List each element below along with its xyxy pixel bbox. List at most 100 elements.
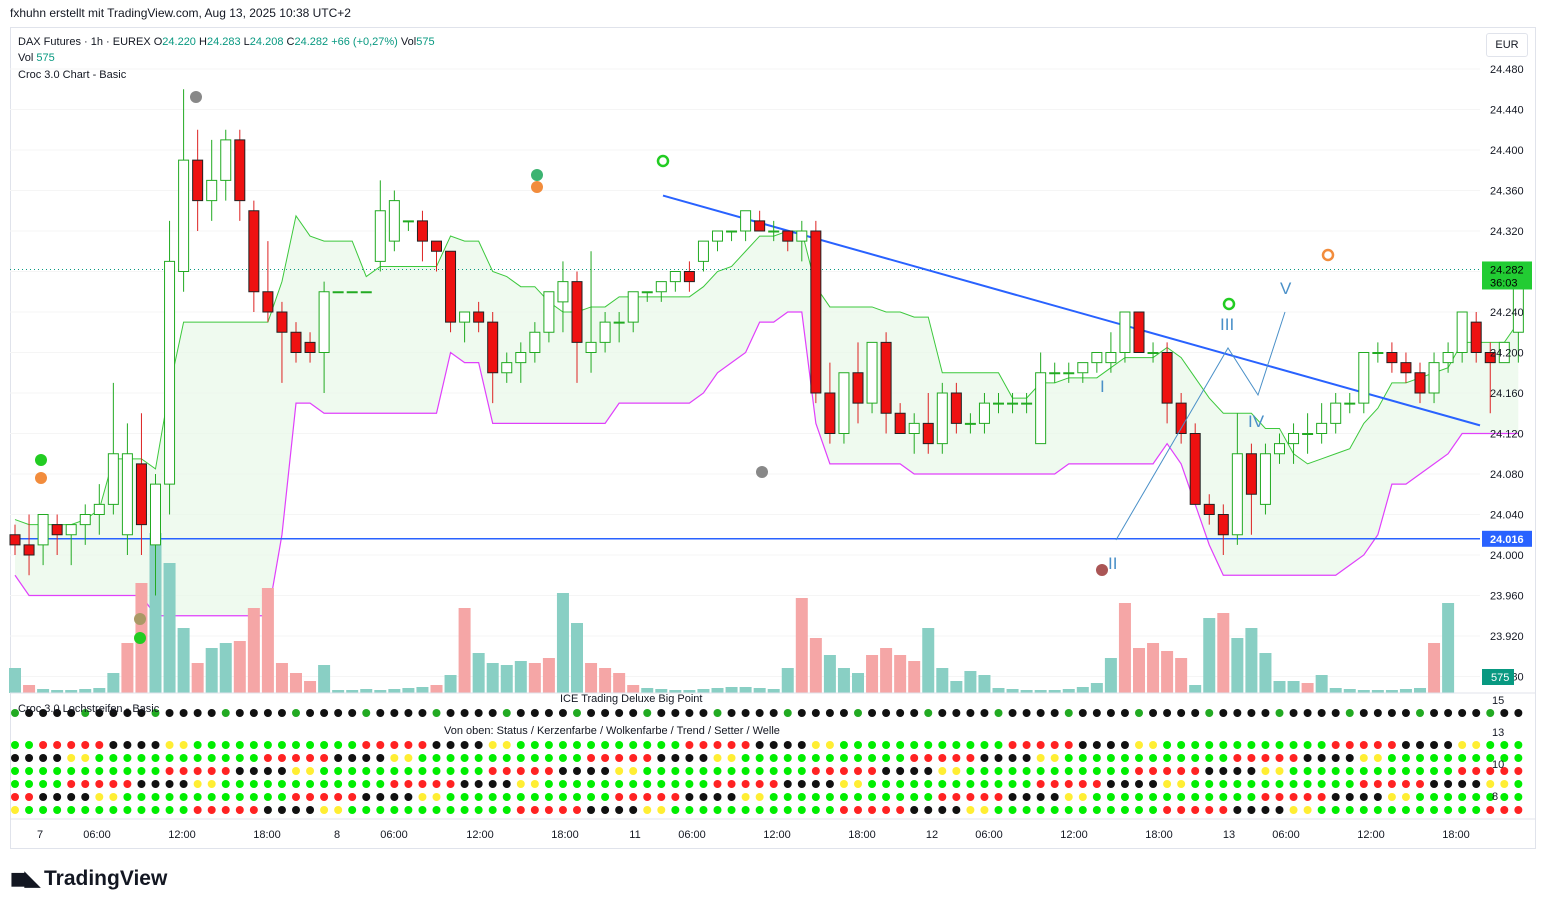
candle-body <box>431 240 442 252</box>
candle <box>121 423 133 555</box>
candle-body <box>1049 372 1061 375</box>
indicator-dot <box>81 741 90 749</box>
indicator-dot <box>11 806 19 814</box>
indicator-dot <box>601 741 610 749</box>
volume-bar <box>332 690 345 693</box>
indicator-dot <box>123 754 132 762</box>
indicator-dot <box>671 767 680 775</box>
indicator-dot <box>755 793 764 801</box>
indicator-dot <box>615 767 624 775</box>
indicator-dot <box>320 709 329 717</box>
volume-bar <box>542 658 555 693</box>
indicator-dot <box>1401 793 1410 801</box>
candle <box>515 342 527 383</box>
volume-bar <box>107 673 120 693</box>
candle-body <box>23 544 35 556</box>
candle-body <box>1175 402 1187 434</box>
time-tick: 12:00 <box>1357 829 1385 841</box>
indicator-dot <box>1373 793 1382 801</box>
indicator-dot <box>474 780 483 788</box>
candle-body <box>1063 372 1075 375</box>
indicator-dot <box>221 741 230 749</box>
indicator-dot <box>179 806 188 814</box>
indicator-dot <box>151 709 160 717</box>
indicator-dot <box>1092 780 1101 788</box>
indicator-dot <box>643 806 652 814</box>
candle-body <box>1105 352 1117 364</box>
indicator-dot <box>938 709 947 717</box>
indicator-dot <box>1036 767 1045 775</box>
indicator-dot <box>516 709 525 717</box>
indicator-dot <box>1317 780 1326 788</box>
tradingview-logo[interactable]: ◼◣ TradingView <box>10 866 167 891</box>
legend-volume: Vol 575 <box>18 51 55 65</box>
indicator-dot <box>699 793 708 801</box>
indicator-dot <box>657 767 666 775</box>
pane-tick: 13 <box>1492 727 1504 739</box>
candle-body <box>276 311 288 333</box>
indicator-dot <box>1064 709 1073 717</box>
indicator-dot <box>1233 767 1242 775</box>
indicator-dot <box>1430 767 1439 775</box>
candle <box>1217 504 1229 555</box>
indicator-dot <box>474 709 483 717</box>
price-tick: 24.160 <box>1490 388 1524 400</box>
indicator-dot <box>404 709 413 717</box>
candle <box>922 393 934 454</box>
indicator-dot <box>657 709 666 717</box>
volume-bar <box>866 655 879 693</box>
indicator-dot <box>952 709 961 717</box>
volume-bar <box>655 689 668 693</box>
indicator-dot <box>1036 741 1045 749</box>
indicator-dot <box>137 767 146 775</box>
candle <box>1274 433 1285 464</box>
candle-body <box>1119 311 1131 353</box>
indicator-dot <box>1416 806 1424 814</box>
indicator-dot <box>474 806 483 814</box>
currency-button[interactable]: EUR <box>1486 33 1528 57</box>
indicator-dot <box>558 780 567 788</box>
indicator-dot <box>657 754 666 762</box>
indicator-dot <box>488 767 497 775</box>
indicator-dot <box>25 806 34 814</box>
indicator-dot <box>952 793 961 801</box>
candle <box>1259 443 1271 515</box>
candle-body <box>346 291 358 294</box>
big-point-title: ICE Trading Deluxe Big Point <box>560 693 703 705</box>
indicator-dot <box>334 793 343 801</box>
indicator-dot <box>1472 754 1481 762</box>
indicator-dot <box>193 780 202 788</box>
indicator-dot <box>109 780 118 788</box>
last-price-badge <box>1482 261 1532 290</box>
indicator-dot <box>1191 741 1200 749</box>
indicator-dot <box>741 767 750 775</box>
indicator-dot <box>1345 767 1354 775</box>
indicator-dot <box>320 793 329 801</box>
volume-bar <box>571 623 583 693</box>
indicator-dot <box>221 754 230 762</box>
candle-body <box>402 220 414 223</box>
indicator-dot <box>1050 780 1059 788</box>
indicator-dot <box>544 780 553 788</box>
indicator-dot <box>53 741 62 749</box>
candle-body <box>1456 311 1468 353</box>
indicator-dot <box>1050 741 1059 749</box>
indicator-dot <box>1331 709 1340 717</box>
indicator-dot <box>839 709 848 717</box>
indicator-dot <box>1444 754 1453 762</box>
indicator-dot <box>825 780 834 788</box>
indicator-dot <box>1233 741 1242 749</box>
indicator-dot <box>1092 741 1101 749</box>
indicator-dot <box>910 780 919 788</box>
indicator-dot <box>1177 709 1186 717</box>
indicator-dot <box>390 709 399 717</box>
indicator-dot <box>558 793 567 801</box>
indicator-dot <box>235 741 244 749</box>
indicator-dot <box>1177 767 1186 775</box>
indicator-dot <box>573 806 581 814</box>
indicator-dot <box>151 780 160 788</box>
indicator-dot <box>1387 780 1396 788</box>
indicator-dot <box>81 793 90 801</box>
indicator-dot <box>25 780 34 788</box>
